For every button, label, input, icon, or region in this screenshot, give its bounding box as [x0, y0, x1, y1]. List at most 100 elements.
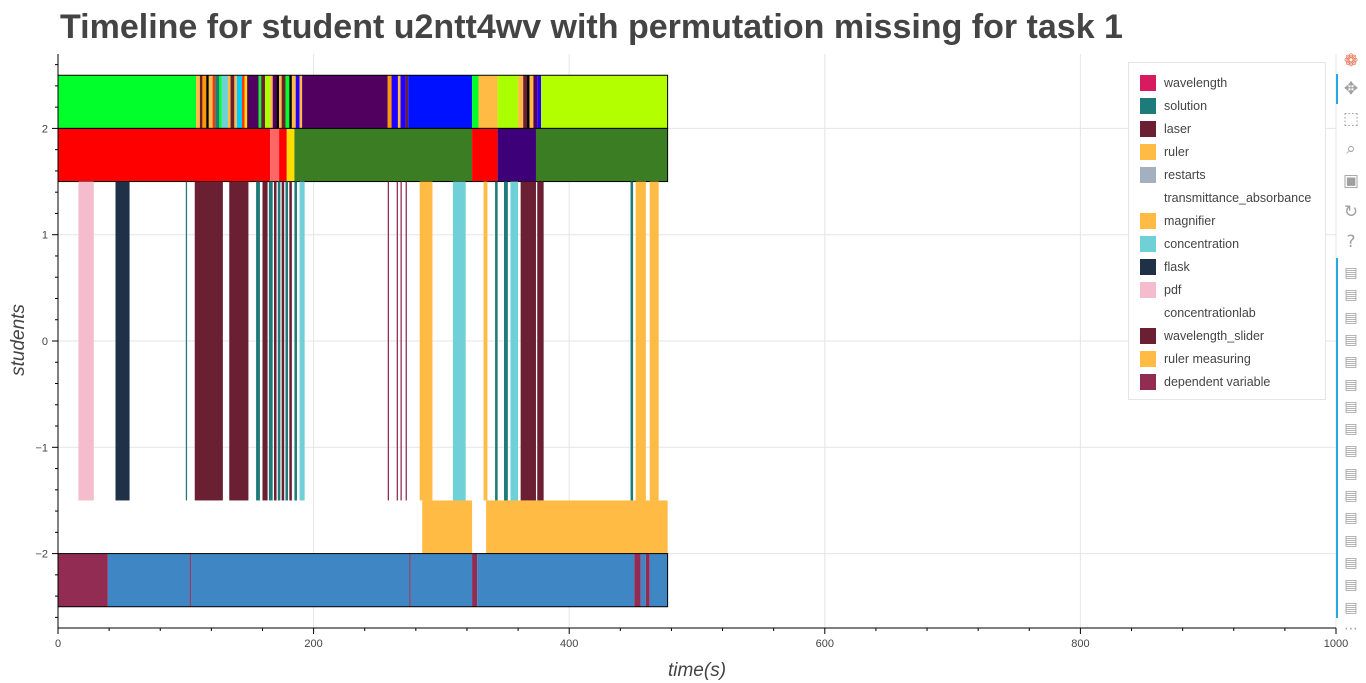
- reset-icon[interactable]: ↻: [1343, 202, 1359, 222]
- bar-segment-row0-15[interactable]: [244, 75, 248, 129]
- hover-tool-icon[interactable]: ▤: [1344, 265, 1358, 281]
- bar-segment-row1-4[interactable]: [294, 128, 473, 182]
- bar-segment-row2-17[interactable]: [400, 181, 402, 501]
- more-tools-icon[interactable]: ⋯: [1344, 621, 1358, 637]
- bar-segment-row0-4[interactable]: [206, 75, 209, 129]
- bar-segment-row0-10[interactable]: [227, 75, 231, 129]
- bar-segment-row0-27[interactable]: [291, 75, 296, 129]
- bar-segment-row0-36[interactable]: [408, 75, 473, 129]
- bar-segment-row0-24[interactable]: [281, 75, 286, 129]
- timeline-bars[interactable]: [57, 74, 669, 608]
- hover-tool-icon[interactable]: ▤: [1344, 532, 1358, 549]
- hover-tool-icon[interactable]: ▤: [1344, 465, 1358, 482]
- bar-segment-row1-3[interactable]: [286, 128, 295, 182]
- bar-segment-row0-37[interactable]: [472, 75, 479, 129]
- bar-segment-row2-21[interactable]: [483, 181, 488, 501]
- bar-segment-row0-9[interactable]: [221, 75, 228, 129]
- bar-segment-row2-23[interactable]: [504, 181, 508, 501]
- legend-item-ruler-measuring[interactable]: ruler measuring: [1129, 347, 1325, 370]
- bar-segment-row4-9[interactable]: [640, 553, 646, 607]
- legend-item-solution[interactable]: solution: [1129, 94, 1325, 117]
- legend-item-restarts[interactable]: restarts: [1129, 163, 1325, 186]
- bar-segment-row2-4[interactable]: [229, 181, 249, 501]
- hover-tool-icon[interactable]: ▤: [1344, 287, 1358, 304]
- bar-segment-row2-18[interactable]: [405, 181, 407, 501]
- hover-tool-icon[interactable]: ▤: [1344, 354, 1358, 371]
- bar-segment-row2-19[interactable]: [419, 181, 433, 501]
- bar-segment-row2-15[interactable]: [387, 181, 390, 501]
- bar-segment-row1-6[interactable]: [497, 128, 536, 182]
- hover-tool-icon[interactable]: ▤: [1344, 488, 1358, 504]
- hover-tool-icon[interactable]: ▤: [1344, 398, 1358, 415]
- bar-segment-row2-9[interactable]: [277, 181, 281, 501]
- bar-segment-row2-28[interactable]: [635, 181, 646, 501]
- bar-segment-row2-6[interactable]: [262, 181, 268, 501]
- hover-tool-icon[interactable]: ▤: [1344, 421, 1358, 438]
- bar-segment-row1-1[interactable]: [270, 128, 280, 182]
- legend-item-laser[interactable]: laser: [1129, 117, 1325, 140]
- bar-segment-row0-1[interactable]: [196, 75, 200, 129]
- bar-segment-row2-11[interactable]: [285, 181, 289, 501]
- bar-segment-row2-14[interactable]: [299, 181, 305, 501]
- bar-segment-row0-45[interactable]: [537, 75, 542, 129]
- bar-segment-row4-6[interactable]: [472, 553, 478, 607]
- bar-segment-row4-1[interactable]: [107, 553, 190, 607]
- bar-segment-row2-22[interactable]: [495, 181, 498, 501]
- wheel-zoom-icon[interactable]: ⌕: [1346, 139, 1356, 159]
- bar-segment-row0-33[interactable]: [397, 75, 401, 129]
- bar-segment-row0-12[interactable]: [234, 75, 237, 129]
- bar-segment-row2-5[interactable]: [256, 181, 260, 501]
- bar-segment-row0-3[interactable]: [202, 75, 207, 129]
- bar-segment-row4-11[interactable]: [649, 553, 668, 607]
- bar-segment-row2-26[interactable]: [537, 181, 544, 501]
- bar-segment-row0-6[interactable]: [212, 75, 216, 129]
- bar-segment-row0-31[interactable]: [387, 75, 392, 129]
- save-icon[interactable]: ▣: [1342, 171, 1360, 191]
- hover-tool-icon[interactable]: ▤: [1344, 577, 1358, 594]
- legend-item-concentration[interactable]: concentration: [1129, 232, 1325, 255]
- bar-segment-row2-29[interactable]: [649, 181, 659, 501]
- hover-tool-icon[interactable]: ▤: [1344, 443, 1358, 460]
- bar-segment-row3-1[interactable]: [486, 500, 668, 554]
- hover-tool-icon[interactable]: ▤: [1344, 376, 1358, 393]
- bar-segment-row0-7[interactable]: [215, 75, 220, 129]
- bar-segment-row0-35[interactable]: [405, 75, 409, 129]
- bar-segment-row2-7[interactable]: [268, 181, 273, 501]
- bar-segment-row2-27[interactable]: [630, 181, 634, 501]
- bar-segment-row4-4[interactable]: [409, 553, 411, 607]
- bar-segment-row0-43[interactable]: [529, 75, 534, 129]
- bar-segment-row4-0[interactable]: [58, 553, 108, 607]
- bar-segment-row0-29[interactable]: [299, 75, 303, 129]
- bar-segment-row4-10[interactable]: [645, 553, 650, 607]
- hover-tool-icon[interactable]: ▤: [1344, 599, 1358, 616]
- bar-segment-row2-24[interactable]: [510, 181, 519, 501]
- bar-segment-row1-0[interactable]: [58, 128, 271, 182]
- bar-segment-row0-5[interactable]: [208, 75, 213, 129]
- bar-segment-row4-3[interactable]: [190, 553, 410, 607]
- bar-segment-row0-0[interactable]: [58, 75, 197, 129]
- pan-icon[interactable]: ✥: [1343, 79, 1359, 99]
- hover-tool-icon[interactable]: ▤: [1344, 554, 1358, 571]
- bar-segment-row0-14[interactable]: [242, 75, 245, 129]
- legend-item-transmittance-absorbance[interactable]: transmittance_absorbance: [1129, 186, 1325, 209]
- bar-segment-row0-22[interactable]: [276, 75, 280, 129]
- bar-segment-row4-7[interactable]: [477, 553, 635, 607]
- bar-segment-row0-19[interactable]: [265, 75, 271, 129]
- bar-segment-row1-7[interactable]: [535, 128, 668, 182]
- bar-segment-row2-16[interactable]: [396, 181, 398, 501]
- legend-item-ruler[interactable]: ruler: [1129, 140, 1325, 163]
- bar-segment-row2-1[interactable]: [115, 181, 130, 501]
- bar-segment-row0-44[interactable]: [533, 75, 538, 129]
- bar-segment-row0-25[interactable]: [285, 75, 290, 129]
- bar-segment-row3-0[interactable]: [422, 500, 473, 554]
- bar-segment-row0-26[interactable]: [289, 75, 292, 129]
- bar-segment-row0-16[interactable]: [247, 75, 259, 129]
- bar-segment-row1-2[interactable]: [279, 128, 287, 182]
- bar-segment-row0-23[interactable]: [279, 75, 282, 129]
- legend-item-concentrationlab[interactable]: concentrationlab: [1129, 301, 1325, 324]
- bar-segment-row0-13[interactable]: [236, 75, 243, 129]
- bar-segment-row0-34[interactable]: [400, 75, 406, 129]
- hover-tool-icon[interactable]: ▤: [1344, 309, 1358, 326]
- bar-segment-row0-28[interactable]: [295, 75, 300, 129]
